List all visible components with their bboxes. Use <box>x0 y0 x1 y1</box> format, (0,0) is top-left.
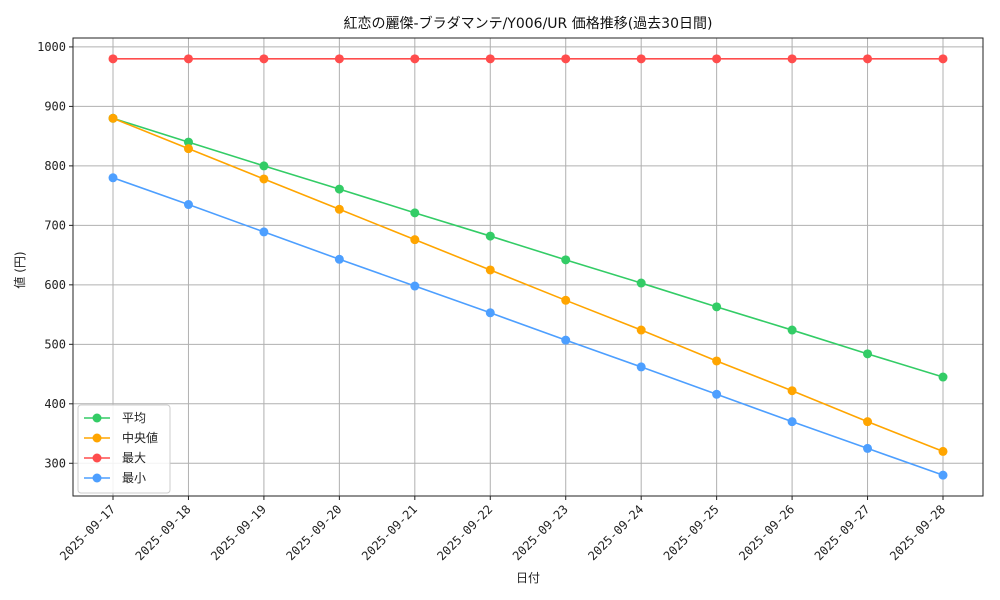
legend-label: 最大 <box>122 451 146 465</box>
data-point <box>938 372 948 382</box>
data-point <box>938 54 948 64</box>
y-axis-label: 値 (円) <box>12 251 27 288</box>
data-point <box>636 278 646 288</box>
data-point <box>334 254 344 264</box>
data-point <box>410 54 420 64</box>
y-tick-label: 700 <box>44 218 66 232</box>
data-point <box>863 54 873 64</box>
legend-label: 最小 <box>122 471 146 485</box>
series-line <box>112 117 944 378</box>
grid <box>73 38 983 496</box>
legend-marker <box>92 433 102 443</box>
data-point <box>485 54 495 64</box>
y-tick-label: 500 <box>44 337 66 351</box>
legend-label: 中央値 <box>122 430 158 445</box>
data-point <box>108 54 118 64</box>
data-point <box>259 161 269 171</box>
x-axis-label: 日付 <box>516 571 540 585</box>
data-point <box>712 302 722 312</box>
data-point <box>183 54 193 64</box>
legend-marker <box>92 413 102 423</box>
data-point <box>561 54 571 64</box>
data-point <box>183 144 193 154</box>
data-point <box>787 54 797 64</box>
data-point <box>712 389 722 399</box>
data-point <box>334 204 344 214</box>
data-point <box>787 325 797 335</box>
data-point <box>561 255 571 265</box>
plot-frame <box>72 37 984 497</box>
data-point <box>712 356 722 366</box>
data-point <box>410 281 420 291</box>
data-point <box>485 308 495 318</box>
data-point <box>712 54 722 64</box>
data-point <box>863 443 873 453</box>
series-group <box>108 54 948 480</box>
data-point <box>636 325 646 335</box>
series-line <box>112 117 944 453</box>
data-point <box>183 137 193 147</box>
data-point <box>410 235 420 245</box>
legend-marker <box>92 473 102 483</box>
data-point <box>938 446 948 456</box>
data-point <box>259 174 269 184</box>
chart-title: 紅恋の麗傑-ブラダマンテ/Y006/UR 価格推移(過去30日間) <box>344 15 713 32</box>
y-tick-label: 600 <box>44 278 66 292</box>
data-point <box>561 295 571 305</box>
y-tick-label: 400 <box>44 397 66 411</box>
data-point <box>863 417 873 427</box>
series-line <box>112 177 944 476</box>
data-point <box>787 417 797 427</box>
legend-box <box>77 404 171 494</box>
data-point <box>636 362 646 372</box>
data-point <box>334 54 344 64</box>
y-tick-label: 900 <box>44 99 66 113</box>
data-point <box>334 184 344 194</box>
data-point <box>259 227 269 237</box>
data-point <box>259 54 269 64</box>
y-tick-label: 300 <box>44 456 66 470</box>
y-tick-label: 1000 <box>37 40 66 54</box>
data-point <box>863 349 873 359</box>
data-point <box>108 113 118 123</box>
data-point <box>787 386 797 396</box>
data-point <box>938 470 948 480</box>
legend-label: 平均 <box>122 411 146 425</box>
data-point <box>410 208 420 218</box>
data-point <box>636 54 646 64</box>
data-point <box>485 231 495 241</box>
data-point <box>183 200 193 210</box>
data-point <box>561 335 571 345</box>
data-point <box>485 265 495 275</box>
y-tick-label: 800 <box>44 159 66 173</box>
legend-marker <box>92 453 102 463</box>
data-point <box>108 173 118 183</box>
